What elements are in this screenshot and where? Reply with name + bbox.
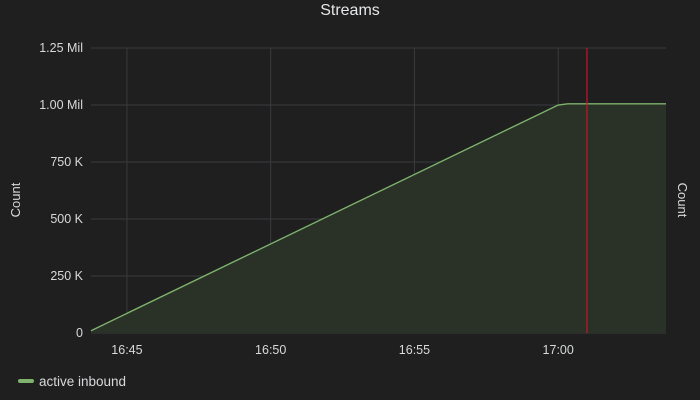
- y-axis-label-right: Count: [675, 183, 690, 218]
- x-tick-label-0: 16:45: [111, 343, 142, 357]
- legend-swatch-active-inbound: [18, 379, 34, 383]
- x-axis: 16:45 16:50 16:55 17:00: [111, 343, 574, 357]
- legend-label-active-inbound: active inbound: [39, 373, 127, 389]
- x-tick-label-3: 17:00: [543, 343, 574, 357]
- chart-title: Streams: [320, 2, 380, 19]
- y-tick-label-5: 1.25 Mil: [39, 41, 83, 55]
- y-axis: 0 250 K 500 K 750 K 1.00 Mil 1.25 Mil: [39, 41, 83, 340]
- x-tick-label-1: 16:50: [255, 343, 286, 357]
- y-tick-label-1: 250 K: [50, 269, 83, 283]
- y-tick-label-3: 750 K: [50, 155, 83, 169]
- y-tick-label-0: 0: [76, 326, 83, 340]
- y-axis-label-left: Count: [8, 182, 23, 217]
- series-area-0: [91, 103, 666, 333]
- y-tick-label-2: 500 K: [50, 212, 83, 226]
- x-tick-label-2: 16:55: [399, 343, 430, 357]
- series-line-0[interactable]: [90, 103, 666, 332]
- y-tick-label-4: 1.00 Mil: [39, 98, 83, 112]
- legend[interactable]: active inbound: [18, 372, 126, 390]
- series-layer: [90, 48, 666, 333]
